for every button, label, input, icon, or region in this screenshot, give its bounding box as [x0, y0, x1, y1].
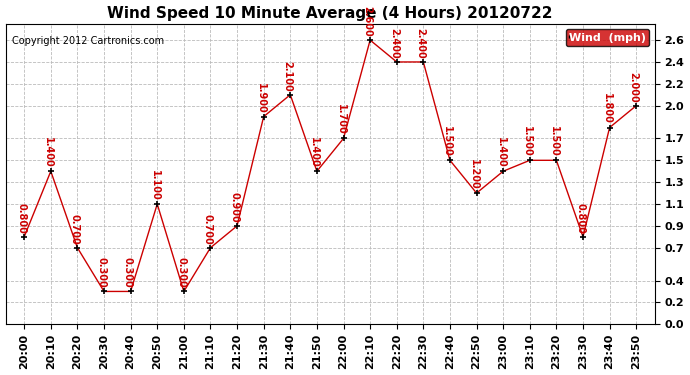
- Text: 0.300: 0.300: [123, 257, 133, 288]
- Text: 1.200: 1.200: [469, 159, 479, 190]
- Text: 2.100: 2.100: [283, 61, 293, 92]
- Text: 1.800: 1.800: [602, 93, 612, 124]
- Text: 1.100: 1.100: [150, 170, 159, 201]
- Text: 0.800: 0.800: [575, 202, 585, 234]
- Title: Wind Speed 10 Minute Average (4 Hours) 20120722: Wind Speed 10 Minute Average (4 Hours) 2…: [108, 6, 553, 21]
- Text: 1.700: 1.700: [336, 104, 346, 135]
- Text: 0.800: 0.800: [17, 202, 26, 234]
- Text: 2.600: 2.600: [362, 6, 373, 37]
- Text: 1.400: 1.400: [43, 137, 53, 168]
- Text: 1.400: 1.400: [309, 137, 319, 168]
- Text: 1.500: 1.500: [522, 126, 532, 157]
- Text: 2.400: 2.400: [415, 28, 426, 58]
- Text: Copyright 2012 Cartronics.com: Copyright 2012 Cartronics.com: [12, 36, 164, 46]
- Text: 0.700: 0.700: [70, 214, 80, 244]
- Text: 1.900: 1.900: [256, 82, 266, 113]
- Text: 2.000: 2.000: [629, 72, 638, 102]
- Text: 2.400: 2.400: [389, 28, 399, 58]
- Text: 0.900: 0.900: [229, 192, 239, 223]
- Text: 0.700: 0.700: [203, 214, 213, 244]
- Text: 1.500: 1.500: [442, 126, 452, 157]
- Text: 1.400: 1.400: [495, 137, 506, 168]
- Text: 0.300: 0.300: [97, 257, 106, 288]
- Text: 1.500: 1.500: [549, 126, 559, 157]
- Legend: Wind  (mph): Wind (mph): [566, 29, 649, 46]
- Text: 0.300: 0.300: [176, 257, 186, 288]
